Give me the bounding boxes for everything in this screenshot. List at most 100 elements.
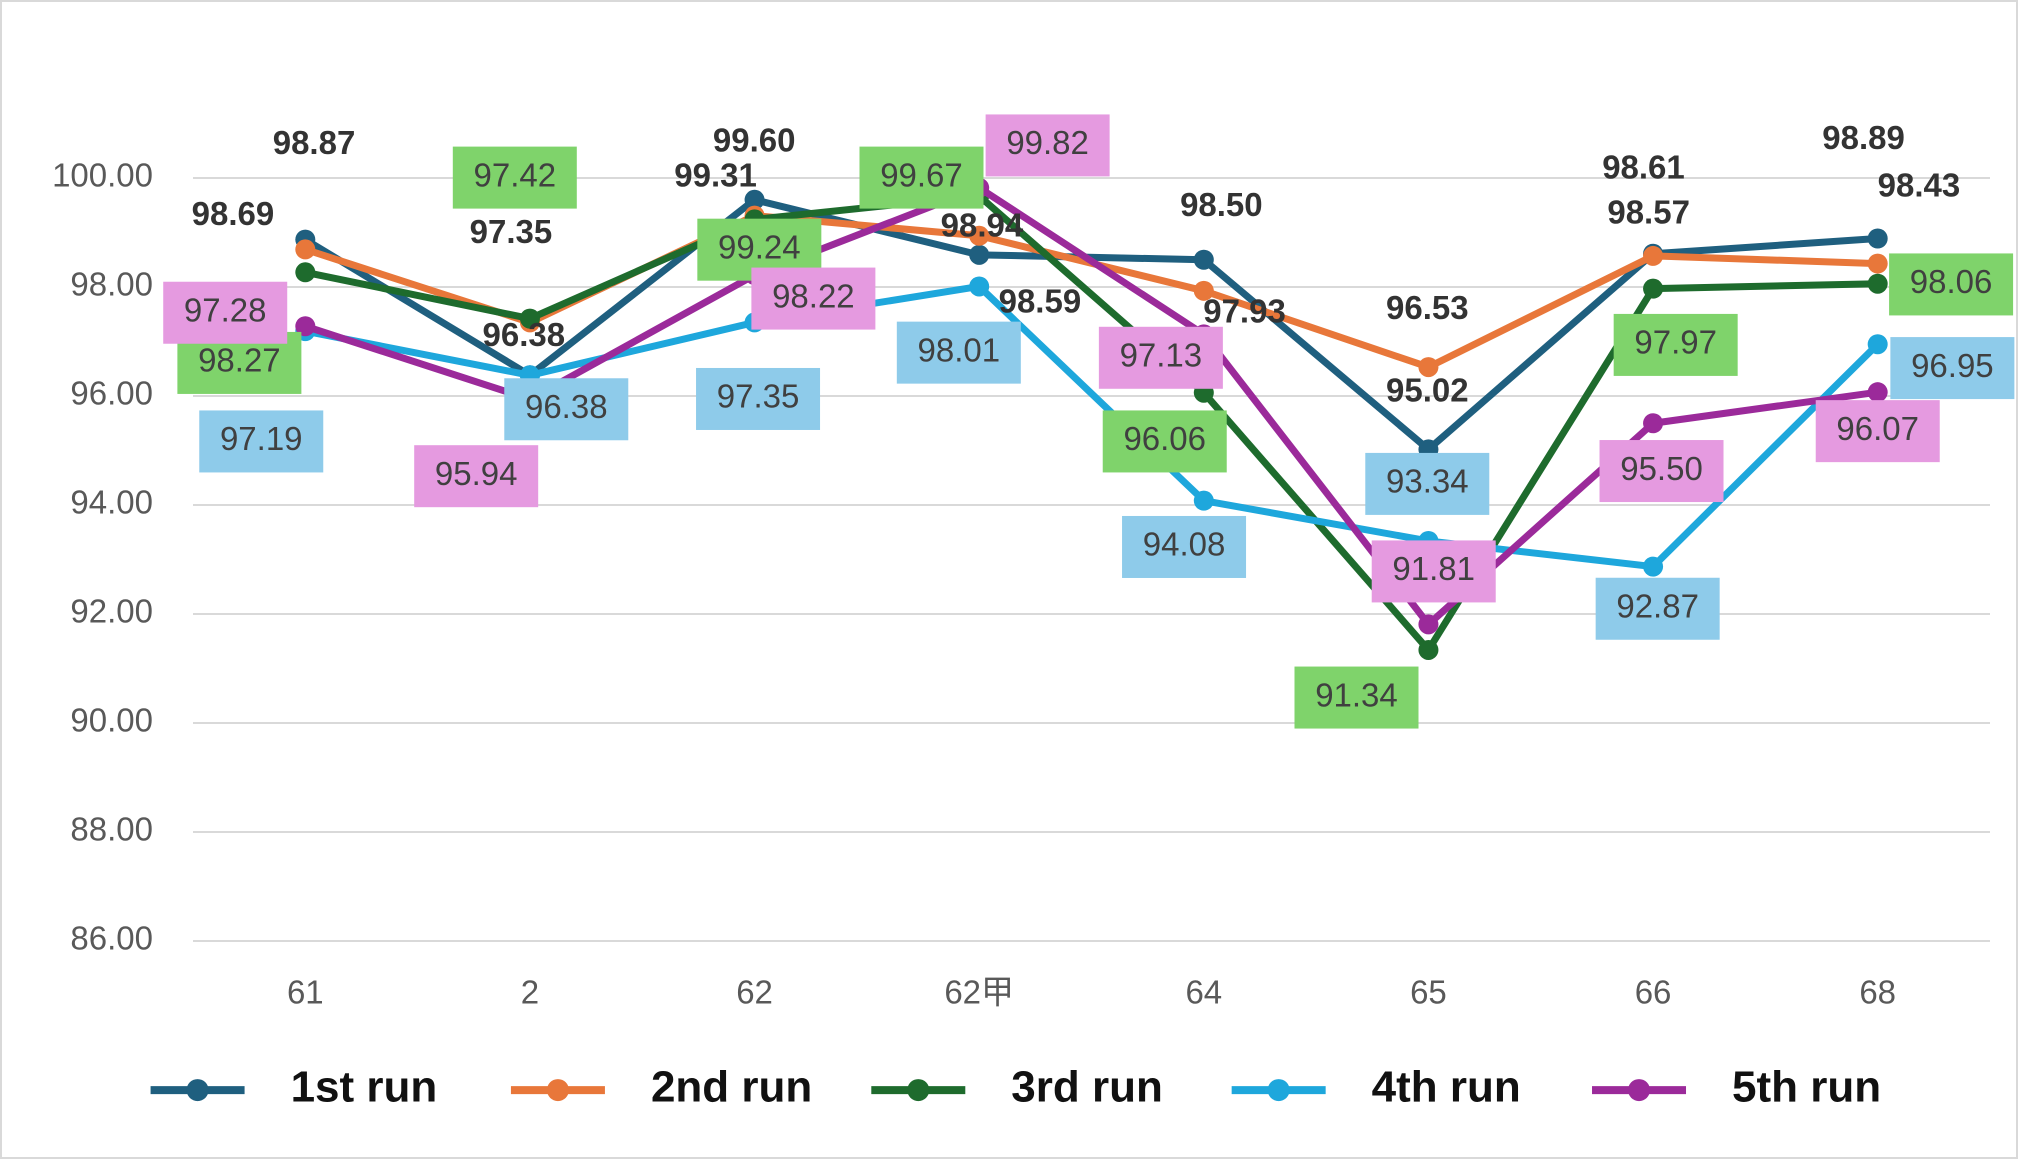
point: [1193, 280, 1214, 301]
data-label: 96.95: [1911, 347, 1994, 384]
x-tick-label: 62: [736, 974, 773, 1011]
data-label-box: [1365, 452, 1490, 515]
legend-label: 5th run: [1732, 1063, 1881, 1112]
data-label-box: [163, 281, 288, 344]
data-label: 97.19: [220, 420, 303, 457]
data-label: 98.43: [1878, 167, 1961, 204]
legend-marker: [186, 1079, 209, 1102]
data-label-box: [1889, 253, 2014, 316]
point: [519, 308, 540, 329]
data-label: 98.61: [1602, 149, 1685, 186]
data-label-box: [1815, 400, 1940, 463]
legend-label: 2nd run: [651, 1063, 812, 1112]
data-label-box: [504, 378, 629, 441]
data-label: 97.35: [470, 213, 553, 250]
x-tick-label: 2: [521, 974, 539, 1011]
legend-marker: [1628, 1079, 1651, 1102]
data-label: 99.60: [713, 122, 796, 159]
y-tick-label: 94.00: [70, 484, 153, 521]
data-label: 92.87: [1616, 587, 1699, 624]
point: [1418, 614, 1439, 635]
point: [969, 244, 990, 265]
point: [1643, 413, 1664, 434]
data-label-box: [696, 367, 821, 430]
point: [744, 189, 765, 210]
data-label: 96.07: [1836, 410, 1919, 447]
x-tick-label: 65: [1410, 974, 1447, 1011]
data-label: 95.02: [1386, 371, 1469, 408]
data-label-box: [1102, 410, 1227, 473]
point: [1418, 639, 1439, 660]
y-tick-label: 90.00: [70, 702, 153, 739]
y-tick-label: 96.00: [70, 375, 153, 412]
data-label: 93.34: [1386, 463, 1469, 500]
data-label: 97.13: [1120, 337, 1203, 374]
point: [295, 316, 316, 337]
x-tick-label: 62甲: [944, 974, 1014, 1011]
point: [1867, 253, 1888, 274]
y-tick-label: 92.00: [70, 593, 153, 630]
data-label: 97.42: [474, 156, 557, 193]
data-label: 98.57: [1607, 194, 1690, 231]
data-label: 98.22: [772, 277, 855, 314]
data-label-box: [452, 146, 577, 209]
data-label: 95.94: [435, 455, 518, 492]
data-label-box: [1122, 515, 1247, 578]
data-label-box: [1595, 577, 1720, 640]
point: [295, 262, 316, 283]
y-tick-label: 88.00: [70, 811, 153, 848]
data-label: 98.69: [192, 195, 275, 232]
point: [1643, 245, 1664, 266]
y-tick-label: 86.00: [70, 920, 153, 957]
data-label: 91.81: [1392, 550, 1475, 587]
legend-marker: [546, 1079, 569, 1102]
data-label: 91.34: [1315, 676, 1398, 713]
data-label: 99.82: [1006, 124, 1089, 161]
data-label: 97.93: [1203, 293, 1286, 330]
legend-marker: [907, 1079, 930, 1102]
legend-label: 1st run: [291, 1063, 438, 1112]
data-label-box: [751, 267, 876, 330]
data-label: 98.50: [1180, 186, 1263, 223]
data-label: 95.50: [1620, 450, 1703, 487]
data-label: 98.06: [1910, 263, 1993, 300]
y-tick-label: 100.00: [52, 157, 153, 194]
data-label: 98.94: [941, 207, 1024, 244]
data-label: 98.27: [198, 342, 281, 379]
point: [1867, 334, 1888, 355]
point: [1418, 357, 1439, 378]
legend-label: 4th run: [1372, 1063, 1521, 1112]
data-label: 96.06: [1123, 420, 1206, 457]
data-label: 99.67: [880, 156, 963, 193]
x-tick-label: 64: [1185, 974, 1222, 1011]
point: [1193, 249, 1214, 270]
data-label: 96.53: [1386, 289, 1469, 326]
data-label-box: [1098, 326, 1223, 389]
point: [1643, 278, 1664, 299]
data-label: 96.38: [483, 316, 566, 353]
point: [969, 225, 990, 246]
data-label: 94.08: [1143, 526, 1226, 563]
data-label-box: [859, 146, 984, 209]
data-label: 97.97: [1634, 324, 1717, 361]
data-label-box: [1294, 666, 1419, 729]
data-label: 98.89: [1822, 119, 1905, 156]
data-label-box: [199, 410, 324, 473]
data-label: 96.38: [525, 388, 608, 425]
data-label-box: [1613, 313, 1738, 376]
point: [1867, 382, 1888, 403]
x-tick-label: 61: [287, 974, 324, 1011]
data-label: 98.59: [999, 282, 1082, 319]
x-tick-label: 68: [1859, 974, 1896, 1011]
point: [1643, 556, 1664, 577]
data-label-box: [1890, 337, 2015, 400]
x-tick-label: 66: [1635, 974, 1672, 1011]
data-label: 99.31: [674, 156, 757, 193]
data-label: 97.28: [184, 291, 267, 328]
data-label: 97.35: [717, 378, 800, 415]
point: [1193, 490, 1214, 511]
legend-label: 3rd run: [1011, 1063, 1163, 1112]
data-label-box: [414, 445, 539, 508]
point: [969, 276, 990, 297]
